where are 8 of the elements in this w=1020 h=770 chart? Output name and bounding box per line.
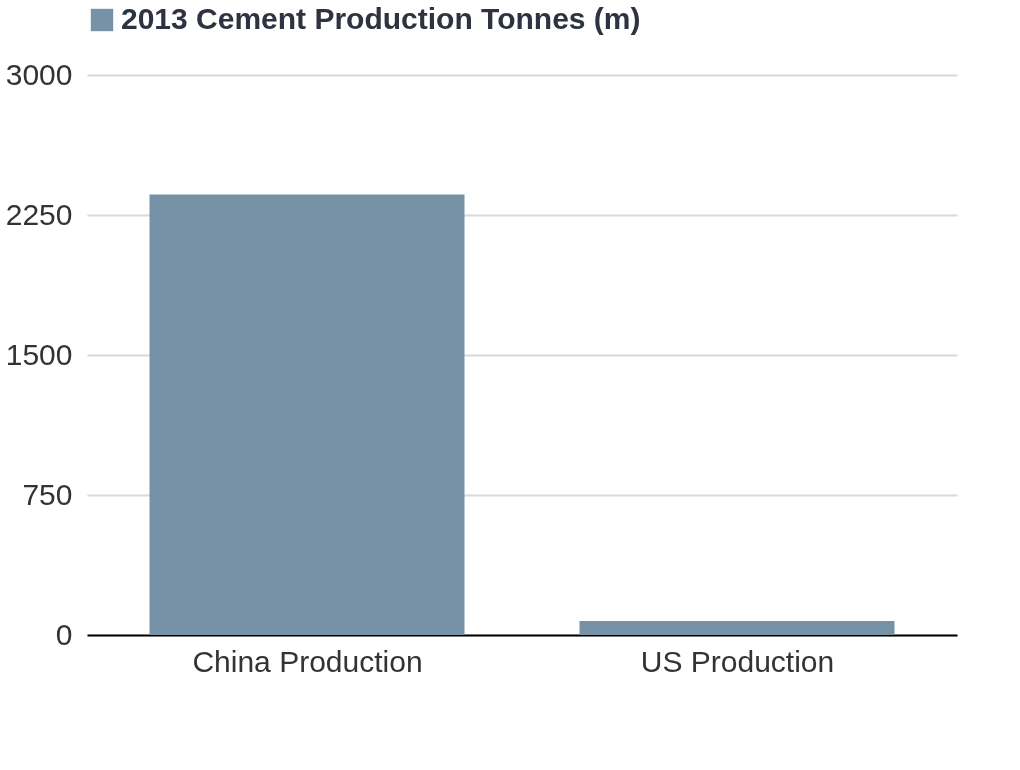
y-tick-label: 750 xyxy=(22,477,73,511)
x-tick-label: US Production xyxy=(640,644,835,678)
legend-label: 2013 Cement Production Tonnes (m) xyxy=(121,2,641,35)
y-tick-label: 3000 xyxy=(5,57,73,91)
y-tick-label: 0 xyxy=(55,617,73,651)
y-tick-label: 2250 xyxy=(5,197,73,231)
y-tick-label: 1500 xyxy=(5,337,73,371)
x-tick-label: China Production xyxy=(192,644,423,678)
